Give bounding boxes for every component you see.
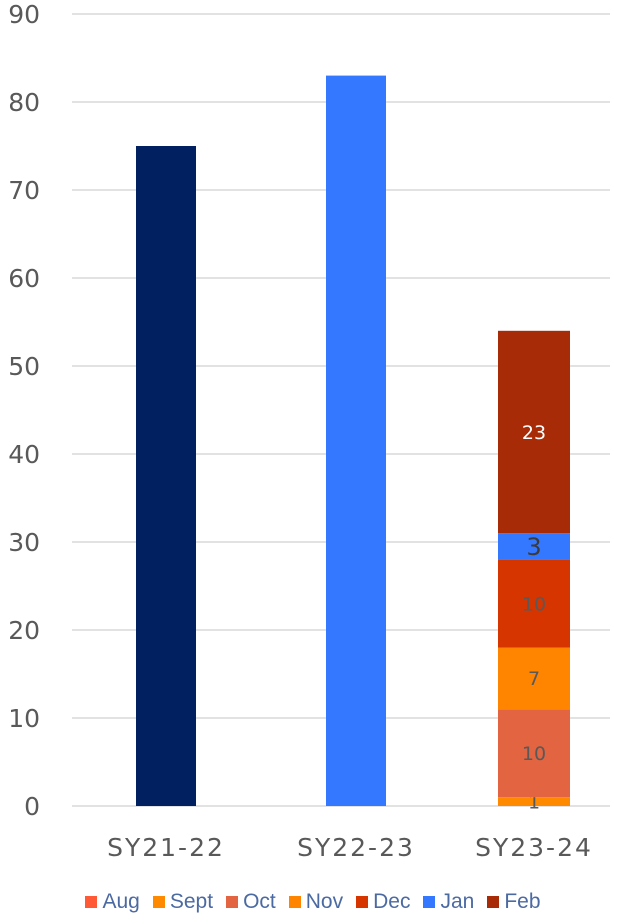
y-tick-label-20: 20 — [8, 616, 40, 645]
y-tick-label-0: 0 — [24, 792, 40, 821]
data-label-jan: 3 — [526, 533, 541, 561]
legend-swatch-nov — [288, 896, 301, 908]
stack-segment-oct — [498, 709, 570, 798]
stack-segment-feb — [498, 330, 570, 534]
y-tick-label-80: 80 — [8, 88, 40, 117]
legend-swatch-sept — [152, 896, 165, 908]
stack-segment-nov — [498, 647, 570, 710]
legend-item-dec: Dec — [356, 890, 410, 914]
data-label-feb: 23 — [522, 422, 546, 444]
y-tick-label-30: 30 — [8, 528, 40, 557]
legend-item-sept: Sept — [152, 890, 214, 914]
stack-segment-jan — [498, 533, 570, 560]
legend-label-dec: Dec — [373, 890, 411, 913]
data-label-oct: 10 — [522, 743, 546, 765]
y-tick-label-40: 40 — [8, 440, 40, 469]
legend-swatch-oct — [226, 896, 239, 908]
bar-SY22-23 — [326, 75, 386, 807]
legend-item-jan: Jan — [423, 890, 474, 914]
legend-label-nov: Nov — [305, 890, 344, 913]
chart-legend: Aug Sept Oct Nov Dec Jan Feb — [0, 888, 626, 916]
legend-swatch-feb — [487, 896, 500, 908]
y-tick-label-60: 60 — [8, 264, 40, 293]
legend-label-oct: Oct — [243, 890, 276, 913]
stack-segment-dec — [498, 559, 570, 648]
legend-item-aug: Aug — [85, 890, 140, 914]
legend-swatch-aug — [85, 896, 98, 908]
legend-item-feb: Feb — [487, 890, 541, 914]
legend-item-oct: Oct — [226, 890, 276, 914]
legend-swatch-dec — [356, 896, 369, 908]
bar-SY21-22 — [136, 146, 196, 806]
x-tick-label-sy21-22: SY21-22 — [107, 833, 225, 862]
legend-swatch-jan — [423, 896, 436, 908]
legend-label-sept: Sept — [169, 890, 214, 913]
legend-label-jan: Jan — [440, 890, 475, 913]
x-tick-label-sy22-23: SY22-23 — [297, 833, 415, 862]
legend-label-feb: Feb — [504, 890, 541, 913]
stack-segment-aug — [498, 797, 570, 806]
data-label-nov: 7 — [528, 668, 540, 690]
data-label-dec: 10 — [522, 593, 546, 615]
y-tick-label-90: 90 — [8, 0, 40, 29]
y-tick-label-10: 10 — [8, 704, 40, 733]
y-tick-label-70: 70 — [8, 176, 40, 205]
legend-label-aug: Aug — [102, 890, 140, 913]
legend-item-nov: Nov — [288, 890, 344, 914]
y-tick-label-50: 50 — [8, 352, 40, 381]
x-tick-label-sy23-24: SY23-24 — [475, 833, 593, 862]
